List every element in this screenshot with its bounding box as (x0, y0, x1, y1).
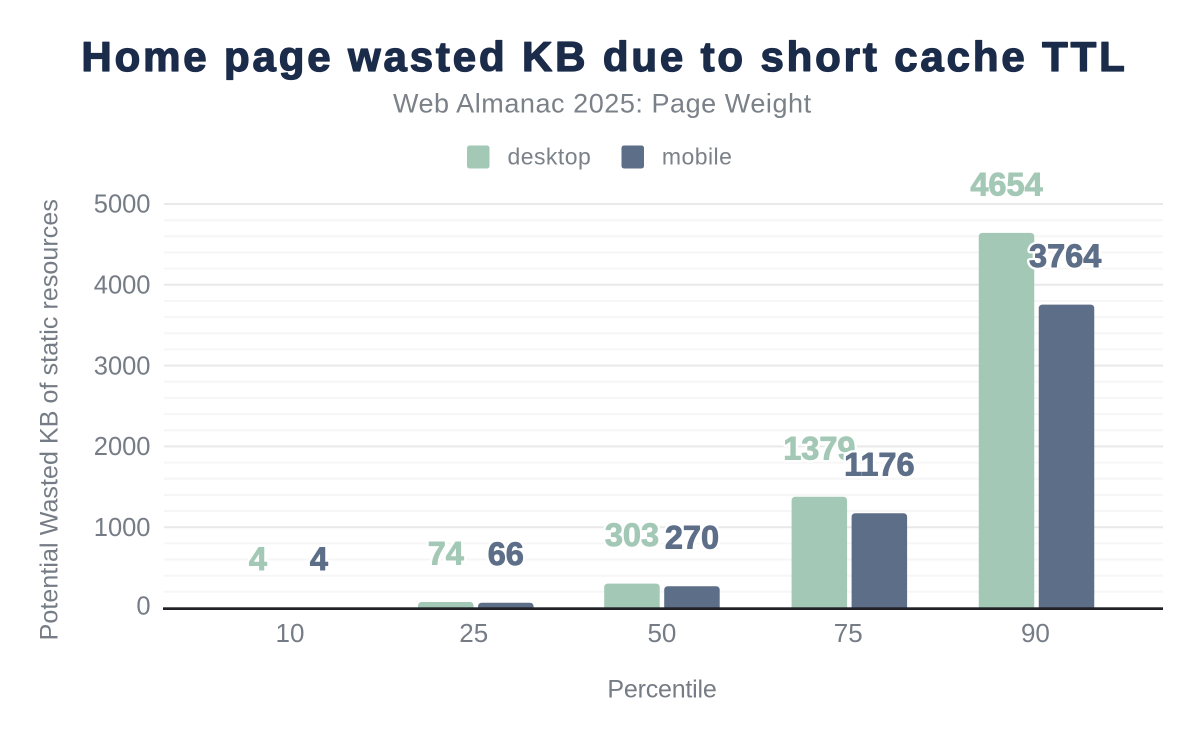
svg-text:303: 303 (605, 517, 659, 553)
svg-text:25: 25 (459, 618, 488, 648)
svg-text:5000: 5000 (94, 191, 151, 219)
svg-text:2000: 2000 (94, 433, 151, 461)
svg-text:66: 66 (488, 536, 524, 572)
svg-text:1176: 1176 (844, 447, 915, 483)
svg-text:90: 90 (1021, 618, 1050, 648)
svg-text:1176: 1176 (844, 447, 915, 483)
svg-text:4: 4 (249, 541, 267, 577)
svg-text:270: 270 (665, 520, 719, 556)
svg-text:Potential Wasted KB of static: Potential Wasted KB of static resources (36, 199, 64, 640)
svg-text:Web Almanac 2025: Page Weight: Web Almanac 2025: Page Weight (393, 89, 812, 119)
svg-text:Percentile: Percentile (607, 676, 716, 704)
svg-text:270: 270 (665, 520, 719, 556)
svg-text:1379: 1379 (783, 430, 855, 466)
svg-text:66: 66 (488, 536, 524, 572)
svg-text:10: 10 (276, 618, 305, 648)
svg-text:4654: 4654 (970, 166, 1042, 202)
svg-text:3764: 3764 (1029, 238, 1101, 274)
svg-text:74: 74 (428, 536, 464, 572)
svg-text:3764: 3764 (1029, 238, 1101, 274)
svg-text:0: 0 (136, 593, 150, 621)
svg-text:74: 74 (428, 536, 464, 572)
svg-text:1379: 1379 (783, 430, 855, 466)
svg-text:4: 4 (310, 541, 328, 577)
svg-text:303: 303 (605, 517, 659, 553)
svg-text:desktop: desktop (508, 144, 592, 170)
svg-text:4: 4 (310, 541, 328, 577)
svg-text:4654: 4654 (970, 166, 1042, 202)
svg-text:4000: 4000 (94, 272, 151, 300)
svg-text:50: 50 (647, 618, 676, 648)
svg-text:3000: 3000 (94, 352, 151, 380)
svg-text:1000: 1000 (94, 514, 151, 542)
svg-text:mobile: mobile (662, 144, 732, 170)
svg-text:Home page wasted KB due to sho: Home page wasted KB due to short cache T… (81, 33, 1127, 80)
svg-text:4: 4 (249, 541, 267, 577)
svg-text:75: 75 (834, 618, 863, 648)
